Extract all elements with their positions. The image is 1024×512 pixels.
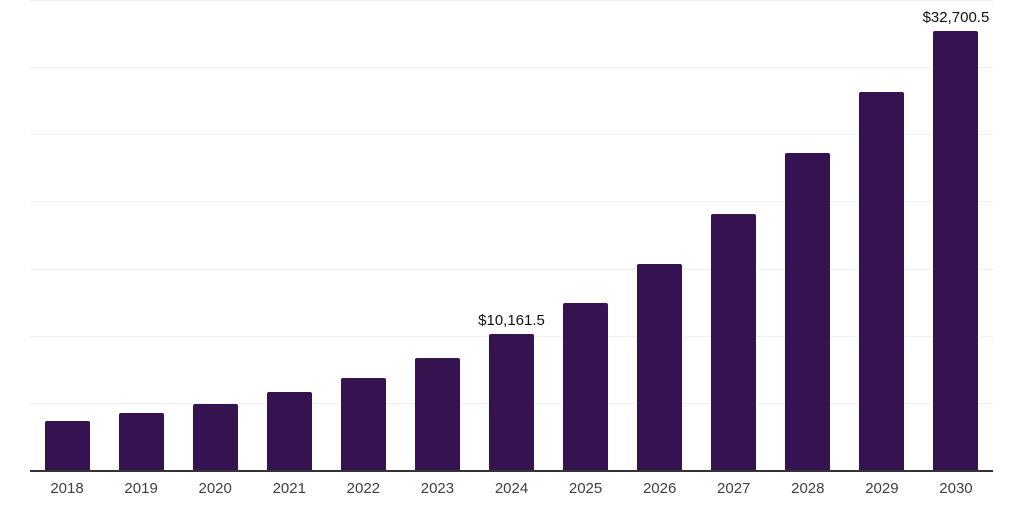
bar-2021: [266, 392, 312, 470]
bar-2027: [711, 214, 757, 470]
bar-2029: [859, 92, 905, 470]
x-axis-label-2024: 2024: [494, 480, 529, 497]
x-axis-label-2025: 2025: [568, 480, 603, 497]
gridline-30000: [30, 67, 993, 69]
bar-2022: [340, 378, 386, 470]
bar-2030: [933, 30, 979, 470]
x-axis-label-2028: 2028: [791, 480, 825, 497]
bar-2024: [489, 333, 534, 470]
x-axis-label-2027: 2027: [717, 480, 751, 497]
x-axis-label-2029: 2029: [865, 480, 899, 497]
bar-2028: [785, 153, 831, 470]
bar-2018: [44, 421, 90, 470]
bar-2026: [637, 263, 683, 470]
x-axis-label-2026: 2026: [642, 480, 677, 497]
bar-2019: [118, 412, 164, 470]
x-axis-label-2022: 2022: [346, 480, 381, 497]
x-axis-label-2021: 2021: [272, 480, 306, 497]
x-axis-label-2018: 2018: [50, 480, 84, 497]
gridline-25000: [30, 134, 993, 136]
bar-2020: [192, 404, 238, 470]
bar-2025: [563, 302, 609, 470]
bar-value-label-2024: $10,161.5: [478, 311, 545, 329]
bar-value-label-2030: $32,700.5: [922, 8, 990, 26]
gridline-35000: [30, 0, 993, 1]
x-axis-label-2020: 2020: [198, 480, 232, 497]
x-axis-label-2019: 2019: [124, 480, 158, 497]
plot-area: $10,161.5 $32,700.5: [30, 0, 993, 472]
gridline-20000: [30, 201, 993, 203]
x-axis-label-2023: 2023: [420, 480, 455, 497]
gridline-15000: [30, 268, 993, 270]
x-axis-label-2030: 2030: [939, 480, 973, 497]
bar-2023: [414, 357, 460, 470]
